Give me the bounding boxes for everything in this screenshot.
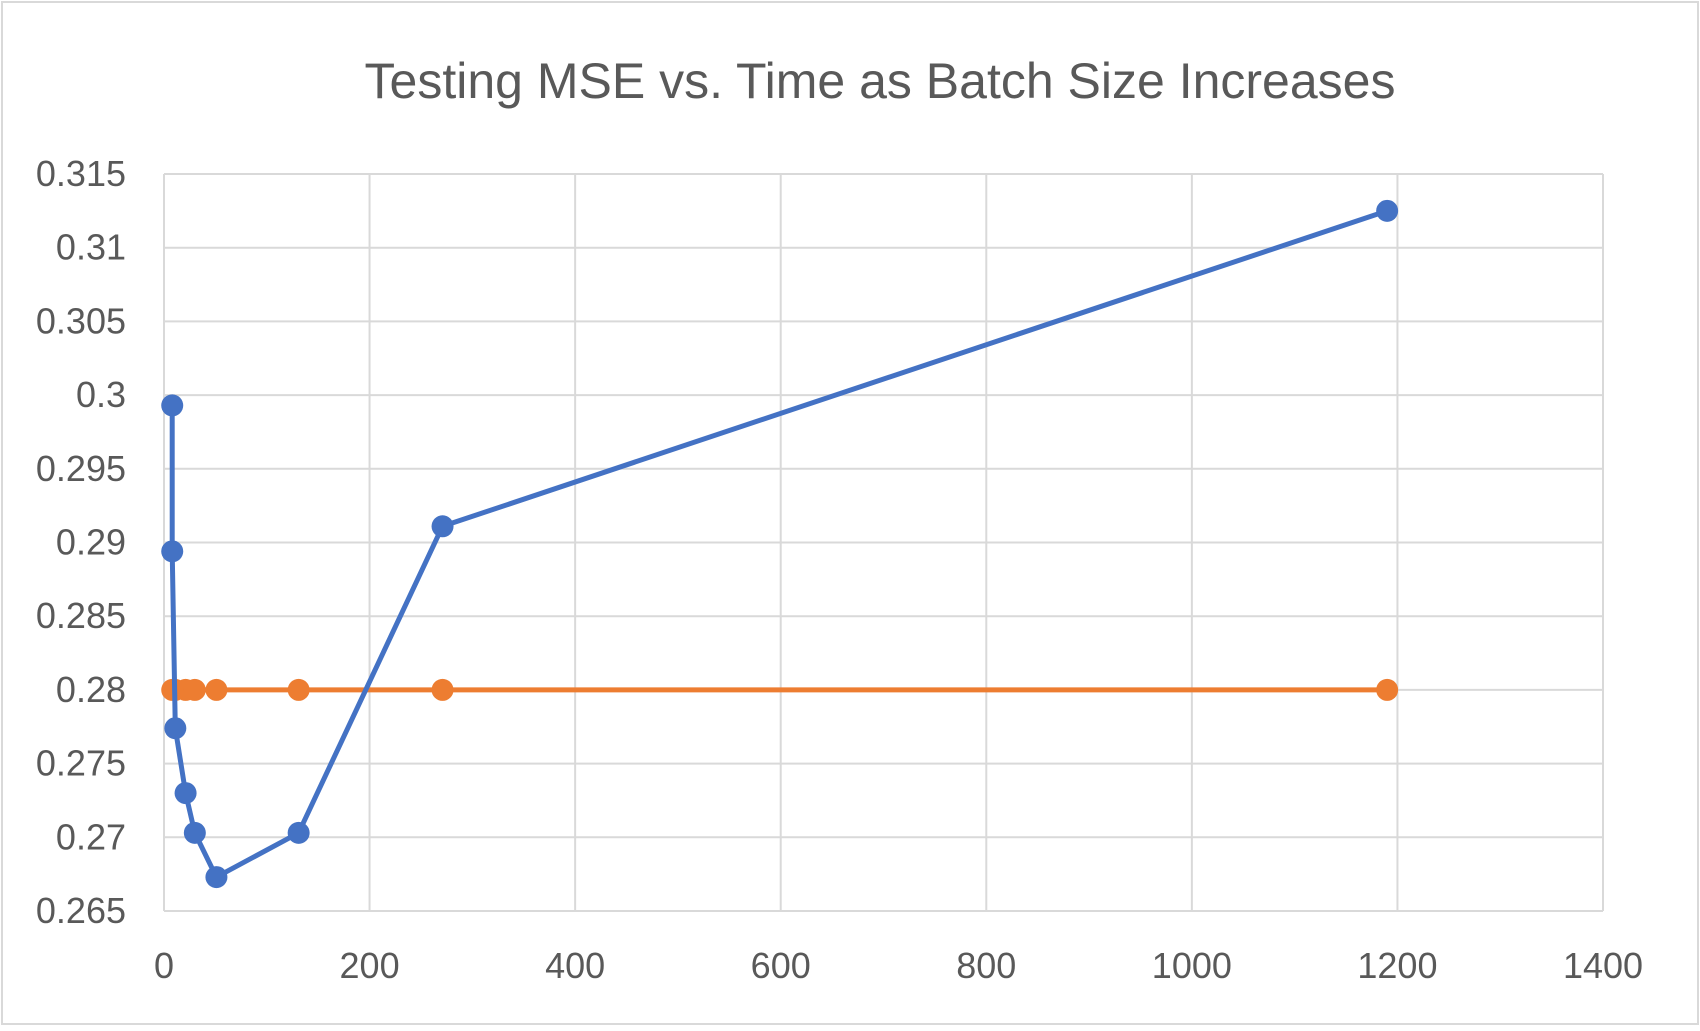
x-tick-label: 1400 (1563, 945, 1643, 986)
tick-labels: 0 200 400 600 800 1000 1200 1400 0.265 0.27 0.275 0… (36, 153, 1643, 986)
data-point (431, 678, 454, 701)
data-point (287, 678, 310, 701)
data-point (161, 394, 184, 417)
data-point (431, 515, 454, 538)
data-point (161, 540, 184, 563)
data-point (205, 678, 228, 701)
data-point (183, 678, 206, 701)
series-group (161, 199, 1399, 889)
x-tick-label: 600 (751, 945, 811, 986)
y-tick-label: 0.305 (36, 300, 126, 341)
y-tick-label: 0.27 (56, 816, 126, 857)
y-tick-label: 0.29 (56, 522, 126, 563)
x-tick-label: 1000 (1152, 945, 1232, 986)
data-point (174, 782, 197, 805)
y-tick-label: 0.315 (36, 153, 126, 194)
y-tick-label: 0.28 (56, 669, 126, 710)
data-point (287, 821, 310, 844)
chart-title: Testing MSE vs. Time as Batch Size Incre… (365, 53, 1396, 109)
x-tick-label: 0 (154, 945, 174, 986)
data-point (164, 717, 187, 740)
x-tick-label: 400 (545, 945, 605, 986)
y-tick-label: 0.275 (36, 743, 126, 784)
x-tick-label: 1200 (1357, 945, 1437, 986)
y-tick-label: 0.295 (36, 448, 126, 489)
data-point (1376, 678, 1399, 701)
x-tick-label: 800 (956, 945, 1016, 986)
y-tick-label: 0.31 (56, 227, 126, 268)
data-point (183, 821, 206, 844)
series-0 (161, 199, 1399, 889)
y-tick-label: 0.265 (36, 890, 126, 931)
y-tick-label: 0.3 (76, 374, 126, 415)
y-tick-label: 0.285 (36, 595, 126, 636)
x-tick-label: 200 (340, 945, 400, 986)
data-point (205, 866, 228, 889)
data-point (1376, 199, 1399, 222)
